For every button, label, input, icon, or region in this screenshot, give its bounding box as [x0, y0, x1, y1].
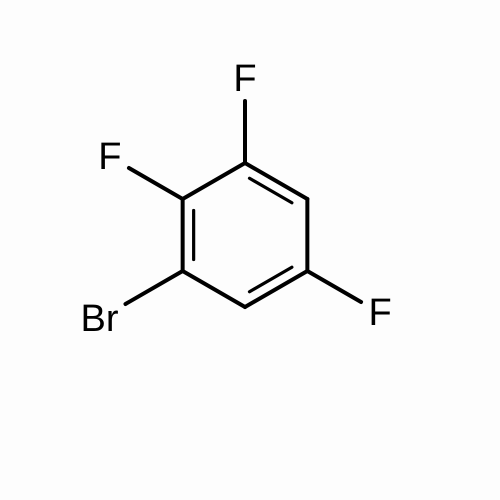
f-atom-label: F — [368, 292, 391, 334]
f-atom-label: F — [233, 58, 256, 100]
molecule-diagram: F F F Br — [0, 0, 500, 500]
br-atom-label: Br — [81, 298, 119, 340]
f-atom-label: F — [98, 136, 121, 178]
